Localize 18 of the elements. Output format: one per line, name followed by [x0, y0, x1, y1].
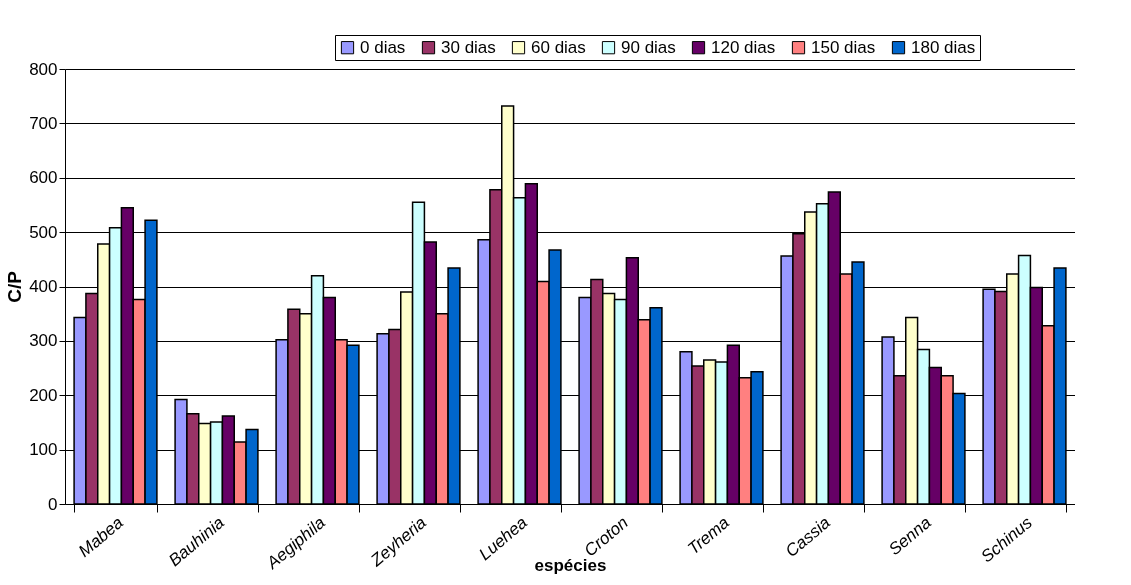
legend-label: 90 dias [621, 37, 676, 57]
legend-label: 120 dias [711, 37, 776, 57]
y-tick-label: 500 [29, 222, 58, 242]
x-axis-title: espécies [534, 555, 607, 575]
y-tick-label: 600 [29, 168, 58, 188]
y-tick-label: 400 [29, 277, 58, 296]
y-tick-label: 100 [29, 440, 58, 460]
y-tick-label: 300 [29, 331, 58, 351]
legend-label: 30 dias [441, 37, 496, 57]
legend-label: 150 dias [811, 37, 876, 57]
legend-label: 60 dias [531, 37, 586, 57]
y-tick-label: 800 [29, 59, 58, 79]
legend-label: 180 dias [911, 37, 976, 57]
legend-label: 0 dias [360, 37, 406, 57]
y-tick-label: 700 [29, 113, 58, 133]
y-axis-title: C/P [4, 270, 26, 303]
y-tick-label: 0 [48, 494, 58, 514]
y-tick-label: 200 [29, 385, 58, 405]
